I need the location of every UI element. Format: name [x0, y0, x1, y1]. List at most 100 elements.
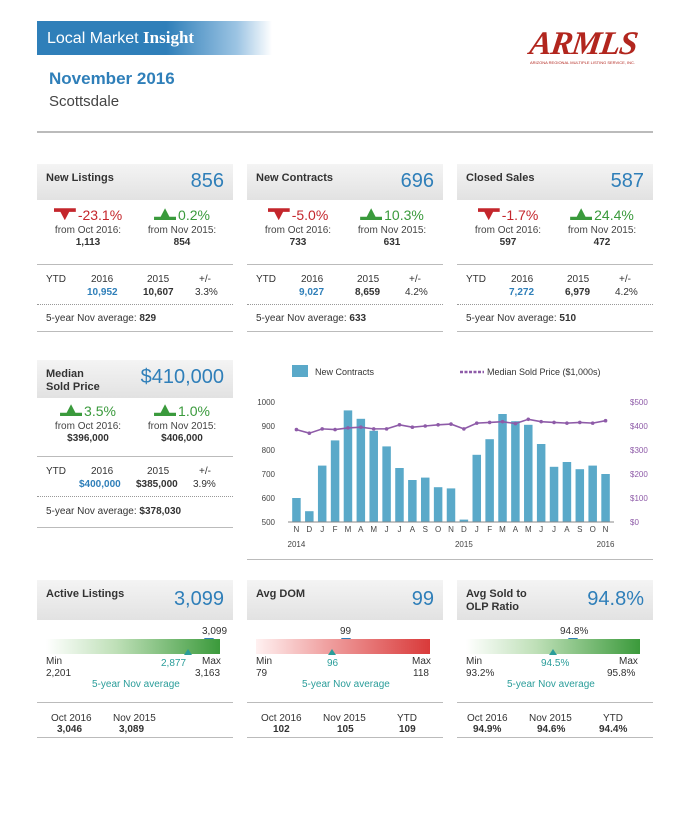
left-axis-tick: 700 — [262, 470, 276, 479]
avg-value: 829 — [139, 313, 157, 324]
chart-bar — [498, 414, 507, 522]
card-header: Avg Sold to OLP Ratio 94.8% — [457, 580, 653, 620]
ytd-year1: 2016 — [301, 274, 324, 285]
median-price-point — [552, 420, 556, 425]
card-value: 94.8% — [587, 588, 644, 610]
x-axis-tick: A — [564, 525, 570, 534]
foot-label: Nov 2015 — [323, 713, 366, 724]
card-label: New Listings — [46, 172, 114, 184]
change-num: 733 — [289, 237, 307, 248]
median-price-point — [539, 419, 543, 424]
change-num: 631 — [383, 237, 401, 248]
x-axis-tick: M — [345, 525, 352, 534]
dotted-divider — [37, 496, 233, 497]
banner: Local Market Insight — [37, 21, 272, 55]
median-price-point — [320, 427, 324, 431]
ytd-label: YTD — [46, 274, 66, 285]
card-header: Closed Sales 587 — [457, 164, 653, 200]
gauge-bar — [256, 639, 430, 654]
median-price-point — [346, 426, 350, 430]
ytd-block: YTD 2016 2015 +/- 10,952 10,607 3.3% — [37, 264, 233, 308]
gauge-card-active-listings: Active Listings 3,099 3,099 Min 2,201 2,… — [37, 580, 233, 738]
chart-bar — [356, 418, 366, 522]
gauge-footer: Oct 2016 94.9% Nov 2015 94.6% YTD 94.4% — [457, 702, 653, 735]
change-year: 0.2% from Nov 2015: 854 — [137, 207, 227, 249]
median-price-point — [526, 417, 531, 422]
median-price-point — [603, 418, 608, 423]
gauge-min-value: 79 — [256, 668, 268, 679]
gauge-avg-value: 94.5% — [541, 658, 570, 669]
left-axis-tick: 500 — [262, 518, 276, 527]
x-axis-tick: J — [385, 525, 389, 534]
change-year: 24.4% from Nov 2015: 472 — [557, 207, 647, 249]
right-axis-tick: $400 — [630, 422, 648, 431]
ytd-label: YTD — [256, 274, 276, 285]
left-axis-tick: 1000 — [257, 398, 275, 407]
gauge-card-olp-ratio: Avg Sold to OLP Ratio 94.8% 94.8% Min 93… — [457, 580, 653, 738]
x-axis-tick: S — [577, 525, 582, 534]
armls-logo: ARMLS ARIZONA REGIONAL MULTIPLE LISTING … — [527, 26, 652, 70]
foot-label: YTD — [603, 713, 623, 724]
foot-label: Nov 2015 — [113, 713, 156, 724]
right-axis-tick: $200 — [630, 470, 648, 479]
label-line1: Median — [46, 368, 84, 380]
card-label: Avg DOM — [256, 588, 306, 600]
gauge-max-label: Max — [619, 656, 638, 667]
ytd-block: YTD 2016 2015 +/- 7,272 6,979 4.2% — [457, 264, 653, 308]
ytd-plusminus: +/- — [199, 274, 211, 285]
x-axis-tick: J — [475, 525, 479, 534]
page-subtitle: Scottsdale — [49, 93, 120, 110]
ytd-year1: 2016 — [91, 466, 114, 477]
foot-value: 94.4% — [599, 724, 628, 735]
card-label: Active Listings — [46, 588, 125, 600]
gauge-card-avg-dom: Avg DOM 99 99 Min 79 96 Max 118 5-year N… — [247, 580, 443, 738]
x-axis-tick: F — [333, 525, 338, 534]
change-from: from Oct 2016: — [54, 225, 122, 236]
median-price-point — [436, 423, 440, 427]
chart-bar — [549, 466, 559, 522]
legend-bar-swatch — [292, 365, 308, 377]
right-axis-tick: $0 — [630, 518, 639, 527]
ytd-pct: 3.3% — [195, 287, 218, 298]
label-line2: Sold Price — [46, 381, 100, 393]
median-price-point — [462, 427, 466, 431]
ytd-value2: 10,607 — [143, 287, 174, 298]
card-header: New Contracts 696 — [247, 164, 443, 200]
median-price-point — [423, 424, 428, 428]
change-pct: 0.2% — [178, 207, 210, 223]
ytd-value1: 9,027 — [299, 287, 325, 298]
change-year: 1.0% from Nov 2015: $406,000 — [137, 403, 227, 445]
card-value: 99 — [411, 588, 434, 610]
page-title: November 2016 — [49, 69, 175, 88]
median-price-point — [474, 421, 479, 425]
chart-bar — [382, 446, 391, 522]
down-arrow-icon — [53, 208, 76, 221]
header-divider — [37, 131, 653, 133]
card-new-listings: New Listings 856 -23.1% from Oct 2016: 1… — [37, 164, 233, 332]
gauge-min-label: Min — [46, 656, 63, 667]
median-price-point — [384, 427, 389, 431]
gauge-footer: Oct 2016 102 Nov 2015 105 YTD 109 — [247, 702, 443, 735]
median-price-point — [578, 420, 582, 425]
avg-label: 5-year Nov average: — [46, 506, 137, 517]
change-pct: -23.1% — [77, 207, 123, 223]
dotted-divider — [457, 304, 653, 305]
card-header: Active Listings 3,099 — [37, 580, 233, 620]
median-price-point — [565, 421, 569, 425]
chart-bar — [485, 439, 494, 522]
right-axis-tick: $100 — [630, 494, 648, 503]
dotted-divider — [247, 304, 443, 305]
avg-value: $378,030 — [139, 506, 182, 517]
ytd-value1: 7,272 — [509, 287, 535, 298]
change-pct: -1.7% — [501, 207, 539, 223]
median-price-point — [500, 419, 505, 424]
change-from: from Oct 2016: — [264, 225, 332, 236]
card-value: 856 — [190, 170, 224, 192]
change-pct: -5.0% — [291, 207, 329, 223]
median-price-point — [410, 425, 415, 429]
gauge-min-value: 93.2% — [466, 668, 495, 679]
label-line2: OLP Ratio — [466, 601, 519, 613]
ytd-value2: 6,979 — [565, 287, 591, 298]
dotted-divider — [37, 304, 233, 305]
foot-label: Oct 2016 — [51, 713, 92, 724]
